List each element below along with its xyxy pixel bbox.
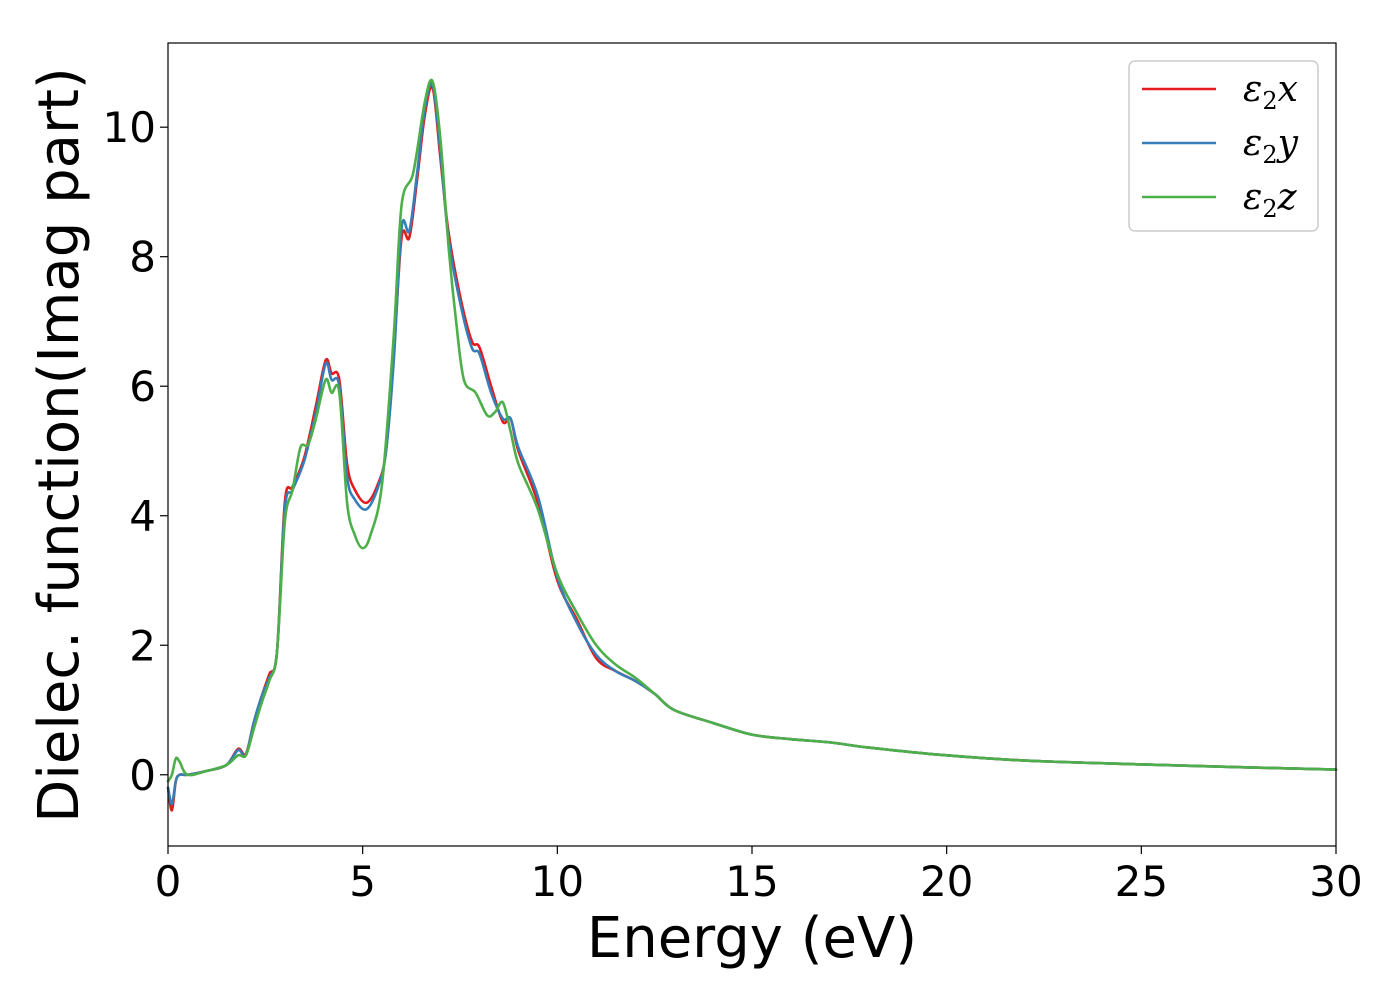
x-tick-label: 25	[1115, 857, 1168, 906]
x-tick-label: 5	[349, 857, 376, 906]
series-line-z	[166, 78, 1338, 783]
x-axis-label: Energy (eV)	[587, 906, 917, 971]
legend-label-z: ε2z	[1243, 177, 1298, 223]
y-tick-label: 10	[103, 103, 156, 152]
series-layer	[166, 78, 1338, 812]
legend: ε2x ε2y ε2z	[1128, 60, 1319, 232]
legend-label-x: ε2x	[1243, 69, 1298, 115]
y-tick-label: 0	[129, 751, 156, 800]
x-tick-label: 0	[155, 857, 182, 906]
x-tick-label: 20	[920, 857, 973, 906]
legend-label-y: ε2y	[1243, 123, 1299, 169]
x-tick-label: 10	[531, 857, 584, 906]
legend-box	[1128, 60, 1319, 232]
y-tick-label: 2	[129, 621, 156, 670]
x-axis-ticks: 0 5 10 15 20 25 30	[155, 846, 1363, 906]
y-tick-label: 8	[129, 233, 156, 282]
y-axis-label: Dielec. function(Imag part)	[27, 67, 92, 823]
y-axis-ticks: 0 2 4 6 8 10	[103, 103, 168, 800]
x-tick-label: 30	[1309, 857, 1362, 906]
y-tick-label: 6	[129, 362, 156, 411]
y-tick-label: 4	[129, 492, 156, 541]
x-tick-label: 15	[725, 857, 778, 906]
